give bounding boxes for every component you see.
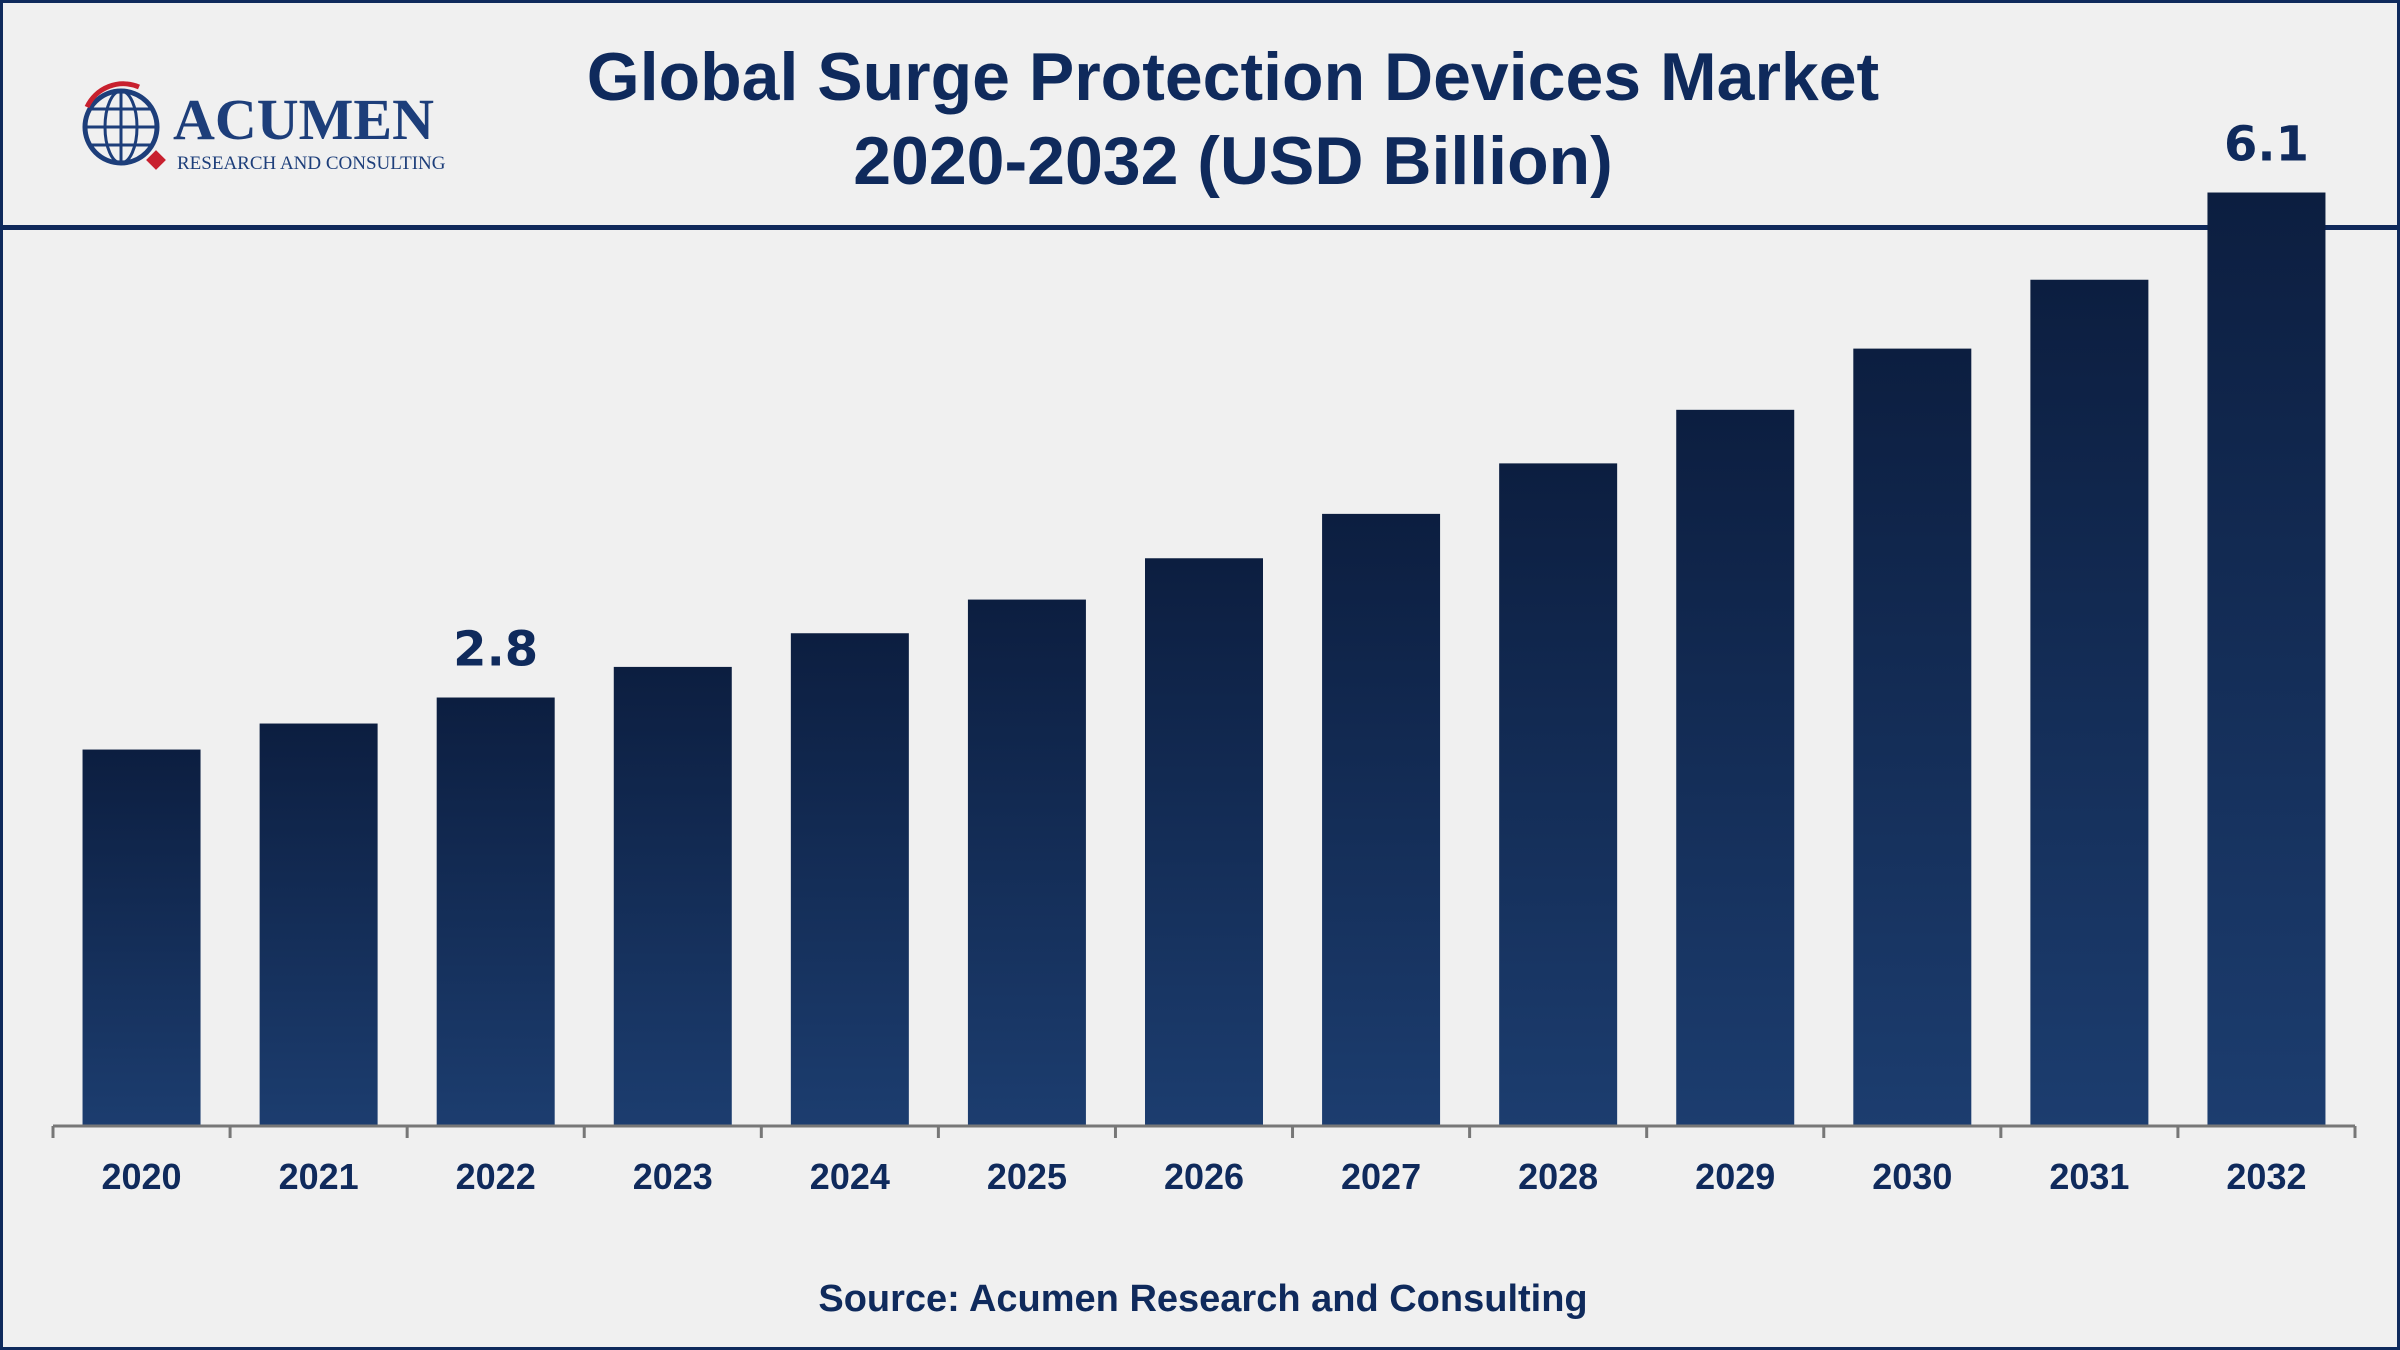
x-tick-label-2022: 2022 (456, 1156, 536, 1197)
bar-2029 (1676, 409, 1795, 1126)
bar-2032 (2207, 192, 2326, 1127)
bar-2025 (967, 599, 1086, 1126)
bar-2022 (436, 697, 555, 1126)
x-axis (51, 1124, 2357, 1138)
bar-2020 (82, 749, 201, 1126)
x-tick-label-2024: 2024 (810, 1156, 890, 1197)
logo-tagline: RESEARCH AND CONSULTING (177, 153, 446, 174)
chart-title-block: Global Surge Protection Devices Market 2… (483, 35, 1983, 203)
bar-2021 (259, 723, 378, 1126)
data-label-2022: 2.8 (453, 622, 538, 678)
x-tick-label-2023: 2023 (633, 1156, 713, 1197)
x-tick-label-2030: 2030 (1872, 1156, 1952, 1197)
bar-2026 (1145, 558, 1263, 1126)
x-tick-labels: 2020 2021 2022 2023 2024 2025 2026 2027 2028 2029… (101, 1156, 2306, 1197)
logo-name: ACUMEN (173, 87, 434, 152)
data-label-2032: 6.1 (2224, 117, 2309, 173)
bar-2023 (613, 666, 732, 1126)
bar-2028 (1499, 463, 1618, 1126)
x-tick-label-2032: 2032 (2226, 1156, 2306, 1197)
x-tick-label-2026: 2026 (1164, 1156, 1244, 1197)
chart-title: Global Surge Protection Devices Market (586, 39, 1880, 115)
bars-group (82, 192, 2326, 1127)
x-tick-label-2028: 2028 (1518, 1156, 1598, 1197)
acumen-logo: ACUMEN RESEARCH AND CONSULTING (82, 81, 446, 174)
x-tick-label-2029: 2029 (1695, 1156, 1775, 1197)
x-tick-label-2031: 2031 (2049, 1156, 2129, 1197)
bar-2027 (1322, 513, 1441, 1126)
chart-subtitle: 2020-2032 (USD Billion) (853, 123, 1613, 199)
bar-2030 (1853, 348, 1972, 1126)
bar-2024 (790, 633, 909, 1126)
x-tick-label-2021: 2021 (279, 1156, 359, 1197)
header: ACUMEN RESEARCH AND CONSULTING Global Su… (3, 3, 2397, 230)
x-tick-label-2027: 2027 (1341, 1156, 1421, 1197)
x-tick-label-2025: 2025 (987, 1156, 1067, 1197)
x-tick-label-2020: 2020 (101, 1156, 181, 1197)
source-note: Source: Acumen Research and Consulting (818, 1278, 1588, 1320)
bar-2031 (2030, 279, 2149, 1126)
data-labels: 2.8 6.1 (453, 117, 2309, 678)
bar-chart: 2020 2021 2022 2023 2024 2025 2026 2027 2028 2029… (51, 117, 2357, 1197)
